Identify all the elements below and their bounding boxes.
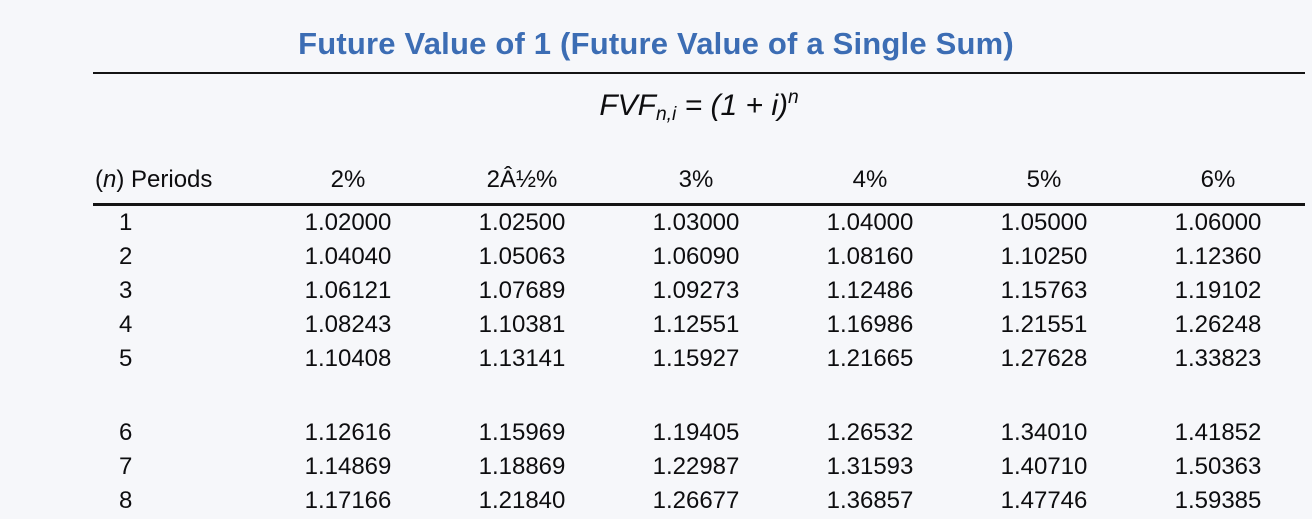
- page-title: Future Value of 1 (Future Value of a Sin…: [298, 26, 1014, 61]
- value-cell: 1.26248: [1174, 311, 1262, 338]
- table-row: 1 1.02000 1.02500 1.03000 1.04000 1.0500…: [93, 205, 1305, 241]
- value-cell: 1.22987: [652, 453, 740, 480]
- title-underline-rule: [93, 72, 1305, 74]
- value-cell: 1.06121: [304, 277, 392, 304]
- periods-header-n: n: [103, 166, 117, 193]
- value-cell: 1.15969: [478, 419, 566, 446]
- value-cell: 1.09273: [652, 277, 740, 304]
- formula-subscript: n,i: [656, 103, 677, 125]
- value-cell: 1.19405: [652, 419, 740, 446]
- table-row: 7 1.14869 1.18869 1.22987 1.31593 1.4071…: [93, 450, 1305, 484]
- value-cell: 1.36857: [826, 487, 914, 514]
- period-cell: 5: [119, 345, 133, 372]
- value-cell: 1.10408: [304, 345, 392, 372]
- value-cell: 1.12616: [304, 419, 392, 446]
- value-cell: 1.05063: [478, 243, 566, 270]
- value-cell: 1.05000: [1000, 209, 1088, 236]
- table-row: 3 1.06121 1.07689 1.09273 1.12486 1.1576…: [93, 274, 1305, 308]
- period-cell: 4: [119, 311, 133, 338]
- value-cell: 1.02000: [304, 209, 392, 236]
- value-cell: 1.21665: [826, 345, 914, 372]
- period-cell: 8: [119, 487, 133, 514]
- periods-column-header: (n) Periods: [93, 148, 261, 206]
- value-cell: 1.33823: [1174, 345, 1262, 372]
- period-cell: 7: [119, 453, 133, 480]
- formula-exponent: n: [787, 87, 799, 109]
- period-cell: 1: [119, 209, 133, 236]
- value-cell: 1.26532: [826, 419, 914, 446]
- value-cell: 1.19102: [1174, 277, 1262, 304]
- value-cell: 1.14869: [304, 453, 392, 480]
- periods-header-paren: (: [95, 166, 103, 193]
- period-cell: 6: [119, 419, 133, 446]
- value-cell: 1.06000: [1174, 209, 1262, 236]
- formula-base: FVF: [599, 89, 656, 122]
- value-cell: 1.13141: [478, 345, 566, 372]
- value-cell: 1.59385: [1174, 487, 1262, 514]
- table-row: 6 1.12616 1.15969 1.19405 1.26532 1.3401…: [93, 416, 1305, 450]
- value-cell: 1.16986: [826, 311, 914, 338]
- value-cell: 1.04000: [826, 209, 914, 236]
- value-cell: 1.21551: [1000, 311, 1088, 338]
- periods-header-rest: ) Periods: [116, 166, 213, 193]
- value-cell: 1.26677: [652, 487, 740, 514]
- value-cell: 1.21840: [478, 487, 566, 514]
- value-cell: 1.50363: [1174, 453, 1262, 480]
- table-row: 4 1.08243 1.10381 1.12551 1.16986 1.2155…: [93, 308, 1305, 342]
- formula-equals-part: = (1 + i): [676, 89, 788, 122]
- value-cell: 1.47746: [1000, 487, 1088, 514]
- value-cell: 1.15763: [1000, 277, 1088, 304]
- value-cell: 1.15927: [652, 345, 740, 372]
- table-row: 8 1.17166 1.21840 1.26677 1.36857 1.4774…: [93, 484, 1305, 518]
- value-cell: 1.18869: [478, 453, 566, 480]
- period-cell: 3: [119, 277, 133, 304]
- rate-header-5pct: 5%: [957, 148, 1131, 206]
- value-cell: 1.41852: [1174, 419, 1262, 446]
- value-cell: 1.34010: [1000, 419, 1088, 446]
- header-row: (n) Periods 2% 2Â½% 3% 4% 5% 6%: [93, 148, 1305, 206]
- period-cell: 2: [119, 243, 133, 270]
- value-cell: 1.08160: [826, 243, 914, 270]
- value-cell: 1.06090: [652, 243, 740, 270]
- value-cell: 1.02500: [478, 209, 566, 236]
- value-cell: 1.12360: [1174, 243, 1262, 270]
- value-cell: 1.31593: [826, 453, 914, 480]
- future-value-factors-table: (n) Periods 2% 2Â½% 3% 4% 5% 6% 1 1.0200…: [93, 148, 1305, 518]
- value-cell: 1.17166: [304, 487, 392, 514]
- value-cell: 1.27628: [1000, 345, 1088, 372]
- value-cell: 1.10250: [1000, 243, 1088, 270]
- value-cell: 1.12486: [826, 277, 914, 304]
- spacer-row: [93, 376, 1305, 416]
- rate-header-2half-pct: 2Â½%: [435, 148, 609, 206]
- value-cell: 1.03000: [652, 209, 740, 236]
- rate-header-4pct: 4%: [783, 148, 957, 206]
- value-cell: 1.07689: [478, 277, 566, 304]
- value-cell: 1.04040: [304, 243, 392, 270]
- value-cell: 1.40710: [1000, 453, 1088, 480]
- rate-header-6pct: 6%: [1131, 148, 1305, 206]
- value-cell: 1.10381: [478, 311, 566, 338]
- fvf-formula: FVFn,i = (1 + i)n: [93, 84, 1305, 132]
- table-row: 2 1.04040 1.05063 1.06090 1.08160 1.1025…: [93, 240, 1305, 274]
- table-row: 5 1.10408 1.13141 1.15927 1.21665 1.2762…: [93, 342, 1305, 376]
- rate-header-2pct: 2%: [261, 148, 435, 206]
- value-cell: 1.12551: [652, 311, 740, 338]
- value-cell: 1.08243: [304, 311, 392, 338]
- rate-header-3pct: 3%: [609, 148, 783, 206]
